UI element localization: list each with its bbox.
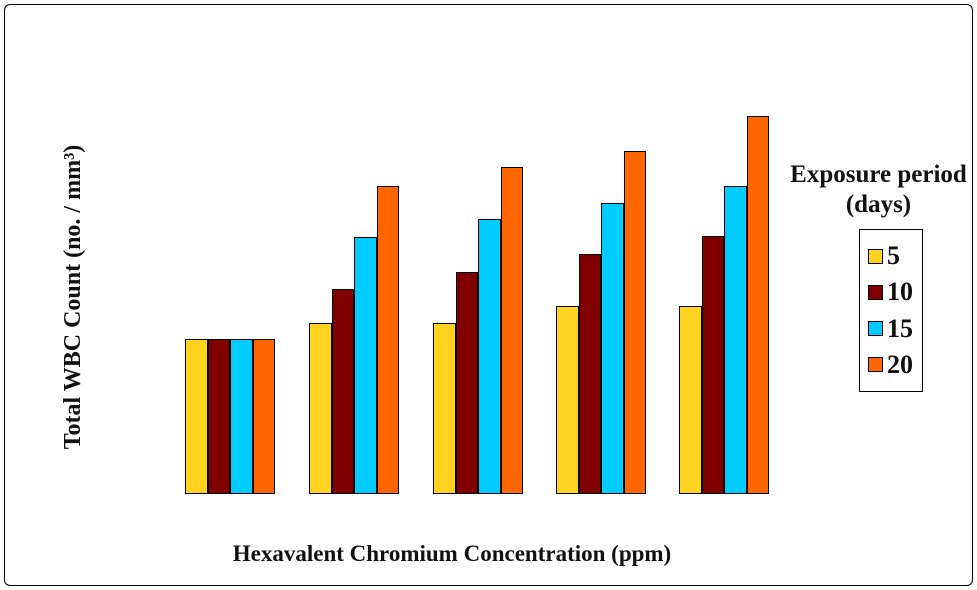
legend-box: 5 10 15 20 [859,229,923,392]
bar-15days-group2 [354,237,377,494]
bar-20days-group2 [376,186,399,494]
legend-item-10: 10 [868,279,922,305]
bar-10days-group5 [701,236,724,494]
bar-15days-group5 [724,186,747,494]
bar-10days-group1 [207,339,230,494]
bar-10days-group4 [578,254,601,494]
bar-5days-group3 [433,323,456,494]
bar-15days-group1 [230,339,253,494]
legend-item-15: 15 [868,313,922,343]
bar-5days-group5 [679,306,702,494]
bar-5days-group1 [185,339,208,494]
legend-item-label: 10 [887,277,913,307]
legend-swatch-icon [868,357,883,373]
bar-15days-group3 [478,219,501,494]
legend-swatch-icon [868,284,883,300]
y-axis-title: Total WBC Count (no. / mm³) [60,144,86,450]
bar-20days-group3 [500,167,523,494]
legend-swatch-icon [868,321,883,337]
legend-item-label: 15 [887,313,913,343]
x-axis-title: Hexavalent Chromium Concentration (ppm) [232,541,672,566]
bar-5days-group2 [309,323,332,494]
bar-20days-group1 [252,339,275,494]
legend-title-line2: (days) [845,191,912,218]
legend-item-label: 20 [887,349,913,379]
bar-20days-group4 [623,151,646,494]
bar-5days-group4 [556,306,579,494]
legend-title: Exposure period (days) [780,160,977,220]
legend-item-label: 5 [887,241,900,271]
legend-item-5: 5 [868,243,922,269]
plot-area [185,94,771,494]
legend-item-20: 20 [868,349,922,379]
bar-10days-group2 [331,289,354,494]
legend-title-line1: Exposure period [790,161,967,188]
bar-10days-group3 [455,272,478,494]
legend-swatch-icon [868,248,883,264]
bar-20days-group5 [746,116,769,494]
bar-15days-group4 [601,203,624,494]
